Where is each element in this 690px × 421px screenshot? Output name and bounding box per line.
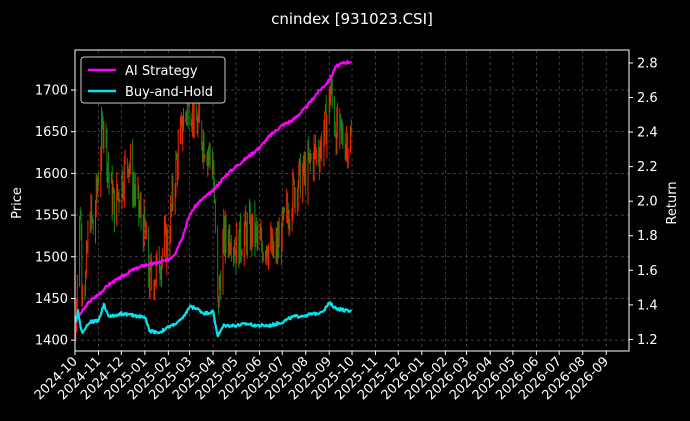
left-tick-label: 1600	[35, 167, 68, 182]
right-tick-label: 2.0	[637, 195, 658, 210]
right-axis: 1.2 1.4 1.6 1.8 2.0 2.2 2.4 2.6 2.8	[629, 56, 658, 348]
legend-label-buy-and-hold: Buy-and-Hold	[125, 85, 213, 100]
strategy-lines	[74, 60, 353, 338]
right-tick-label: 1.6	[637, 264, 658, 279]
left-tick-label: 1550	[35, 209, 68, 224]
legend-label-ai-strategy: AI Strategy	[125, 64, 198, 79]
right-tick-label: 2.8	[637, 56, 658, 71]
right-tick-label: 1.8	[637, 229, 658, 244]
series-line-ai-strategy	[74, 60, 352, 324]
left-tick-label: 1400	[35, 334, 68, 349]
series-line-buy-and-hold	[74, 301, 353, 338]
right-tick-label: 2.6	[637, 91, 658, 106]
left-tick-label: 1500	[35, 250, 68, 265]
legend-box	[80, 56, 226, 104]
left-tick-label: 1650	[35, 125, 68, 140]
left-tick-label: 1700	[35, 84, 68, 99]
chart-title: cnindex [931023.CSI]	[271, 10, 433, 28]
right-tick-label: 1.2	[637, 333, 658, 348]
left-axis: 1400 1450 1500 1550 1600 1650 1700	[35, 84, 75, 349]
right-tick-label: 2.2	[637, 160, 658, 175]
right-tick-label: 2.4	[637, 126, 658, 141]
right-tick-label: 1.4	[637, 298, 658, 313]
legend: AI Strategy Buy-and-Hold	[80, 56, 226, 104]
left-axis-label: Price	[10, 187, 25, 219]
right-axis-label: Return	[665, 181, 680, 224]
left-tick-label: 1450	[35, 292, 68, 307]
